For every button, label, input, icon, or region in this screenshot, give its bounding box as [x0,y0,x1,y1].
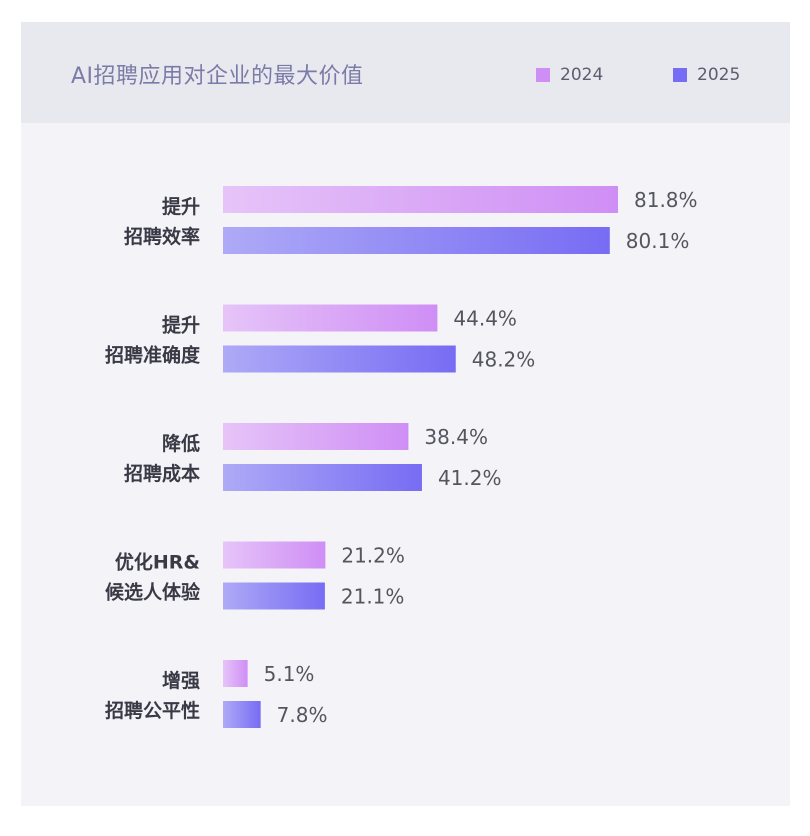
category-label: 招聘效率 [124,225,200,248]
legend-item-2024: 2024 [536,65,603,85]
category-label: 优化HR& [115,551,200,574]
bar-2025 [223,701,261,728]
legend-swatch-2024 [536,68,550,82]
bar-2024 [223,541,326,569]
chart-card: AI招聘应用对企业的最大价值 2024 2025 [21,22,790,806]
category-label: 提升 [162,314,200,337]
category-label: 招聘成本 [124,462,200,485]
chart-header: AI招聘应用对企业的最大价值 2024 2025 [21,22,790,123]
data-label-2024: 44.4% [453,307,517,331]
category-label: 候选人体验 [105,581,201,604]
data-label-2024: 5.1% [264,662,315,686]
data-label-2025: 21.1% [341,585,405,609]
bar-2025 [223,582,325,610]
category-label: 增强 [162,669,200,692]
legend-label-2025: 2025 [697,65,741,85]
data-label-2025: 7.8% [277,703,328,727]
bar-2024 [223,660,248,687]
category-label: 招聘准确度 [105,344,201,367]
bar-2025 [223,345,456,373]
data-label-2024: 81.8% [634,188,698,212]
data-label-2024: 38.4% [424,425,488,449]
category-label: 降低 [162,432,200,455]
bar-2024 [223,423,409,450]
category-label: 提升 [162,195,200,218]
data-label-2025: 80.1% [626,229,690,253]
bar-2025 [223,227,610,254]
chart-title: AI招聘应用对企业的最大价值 [71,64,364,89]
bar-2025 [223,464,422,491]
bar-2024 [223,186,618,213]
data-label-2025: 48.2% [472,348,536,372]
data-label-2025: 41.2% [438,466,502,490]
data-label-2024: 21.2% [341,544,405,568]
bar-2024 [223,304,438,332]
legend-label-2024: 2024 [560,65,604,85]
category-label: 招聘公平性 [105,699,200,722]
legend-item-2025: 2025 [673,65,740,85]
legend-swatch-2025 [673,68,687,82]
